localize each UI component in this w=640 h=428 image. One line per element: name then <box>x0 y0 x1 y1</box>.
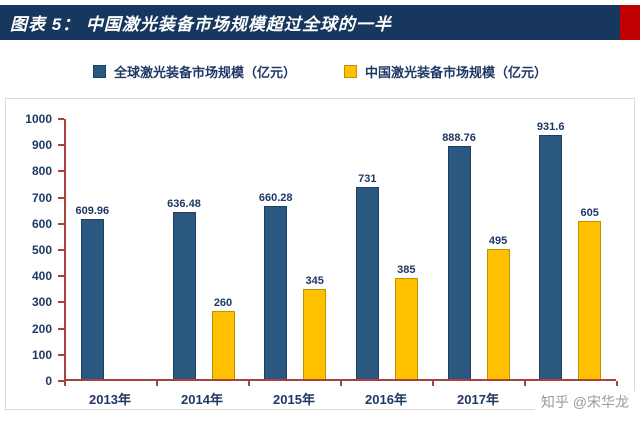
y-tick-label: 0 <box>45 374 52 388</box>
bar-value-label: 636.48 <box>167 198 201 211</box>
legend-swatch-china <box>344 65 357 78</box>
bar-slot-global: 660.28 <box>259 192 293 379</box>
y-tick-mark <box>58 249 64 251</box>
y-tick-label: 300 <box>31 295 52 310</box>
bar-group: 931.6 605 <box>524 119 616 379</box>
bar-slot-china: 345 <box>303 274 327 379</box>
y-tick-label: 400 <box>31 269 52 284</box>
y-tick-label: 500 <box>31 243 52 257</box>
y-tick-label: 800 <box>31 164 52 179</box>
china-bar <box>211 310 235 379</box>
global-bar <box>80 219 104 379</box>
x-axis: 2013年2014年2015年2016年2017年2018年 <box>64 389 616 408</box>
bar-slot-china: 495 <box>486 235 510 379</box>
legend-swatch-global <box>92 65 106 78</box>
bar-value-label: 609.96 <box>75 205 110 218</box>
bar-value-label: 495 <box>488 235 508 248</box>
y-axis: 0 100 200 300 400 500 600 700 800 900 1000 <box>6 112 64 388</box>
x-tick-mark <box>156 381 158 386</box>
bar-slot-global: 609.96 <box>76 205 109 379</box>
x-category-label: 2014年 <box>181 392 223 407</box>
bar-slot-global: 888.76 <box>442 132 476 379</box>
y-tick-mark <box>58 222 64 225</box>
bar-group: 636.48 260 <box>158 119 250 379</box>
y-tick-label: 100 <box>31 347 52 362</box>
global-bar <box>447 146 471 379</box>
bar-value-label: 731 <box>358 173 377 186</box>
x-category-label: 2017年 <box>457 392 499 407</box>
global-bar <box>172 212 196 379</box>
bar-group: 609.96 <box>66 119 158 379</box>
legend-item-china: 中国激光装备市场规模（亿元） <box>344 62 547 81</box>
x-category-label: 2013年 <box>89 392 131 407</box>
global-bar <box>539 134 563 379</box>
header-accent-block <box>620 5 640 40</box>
y-tick-mark <box>58 144 64 147</box>
y-tick-mark <box>58 353 64 356</box>
bar-value-label: 345 <box>305 274 324 287</box>
bar-slot-global: 731 <box>355 173 379 379</box>
china-bar <box>303 288 327 379</box>
legend: 全球激光装备市场规模（亿元） 中国激光装备市场规模（亿元） <box>0 62 640 81</box>
bar-slot-china: 260 <box>211 296 235 379</box>
bar-value-label: 605 <box>580 206 599 219</box>
bar-slot-global: 931.6 <box>536 120 565 379</box>
bar-value-label: 385 <box>397 264 416 277</box>
x-category-label: 2015年 <box>273 392 315 407</box>
y-tick-mark <box>58 275 64 278</box>
y-tick-mark <box>58 301 64 304</box>
y-tick-label: 900 <box>31 138 52 153</box>
global-bar <box>355 187 379 379</box>
y-tick-label: 600 <box>31 216 52 231</box>
bar-slot-china: 605 <box>578 206 602 379</box>
legend-label-global: 全球激光装备市场规模（亿元） <box>113 65 296 80</box>
bar-slot-global: 636.48 <box>167 198 201 379</box>
china-bar <box>486 249 510 379</box>
legend-label-china: 中国激光装备市场规模（亿元） <box>365 65 548 80</box>
legend-item-global: 全球激光装备市场规模（亿元） <box>92 62 296 81</box>
bar-chart: 0 100 200 300 400 500 600 700 800 900 1000 609.96 6… <box>5 98 635 410</box>
bar-value-label: 260 <box>213 296 233 309</box>
watermark: 知乎 @宋华龙 <box>534 391 635 413</box>
y-tick-label: 700 <box>31 190 52 205</box>
bar-value-label: 660.28 <box>258 192 293 205</box>
bar-group: 888.76 495 <box>433 119 525 379</box>
y-tick-label: 200 <box>31 321 52 336</box>
bar-group: 731 385 <box>341 119 433 379</box>
x-tick-mark <box>616 381 618 386</box>
bar-value-label: 888.76 <box>442 132 476 145</box>
y-tick-label: 1000 <box>25 112 52 126</box>
bar-group: 660.28 345 <box>249 119 341 379</box>
x-tick-mark <box>340 381 342 386</box>
y-tick-mark <box>58 196 64 199</box>
china-bar <box>394 278 418 379</box>
x-tick-mark <box>524 381 526 386</box>
x-category-label: 2016年 <box>365 392 407 407</box>
global-bar <box>264 206 288 379</box>
x-tick-mark <box>432 381 434 386</box>
china-bar <box>578 220 602 379</box>
y-tick-mark <box>58 118 64 120</box>
y-tick-mark <box>58 380 64 382</box>
y-tick-mark <box>58 327 64 330</box>
chart-title: 图表 5： 中国激光装备市场规模超过全球的一半 <box>10 15 392 34</box>
chart-header: 图表 5： 中国激光装备市场规模超过全球的一半 <box>0 5 640 40</box>
plot-area: 609.96 636.48 260 660.28 345 731 385 888.76 495 9… <box>64 119 616 381</box>
bar-slot-china: 385 <box>394 264 418 379</box>
x-tick-mark <box>64 381 66 386</box>
x-tick-mark <box>248 381 250 386</box>
bar-value-label: 931.6 <box>536 120 565 133</box>
y-tick-mark <box>58 170 64 173</box>
